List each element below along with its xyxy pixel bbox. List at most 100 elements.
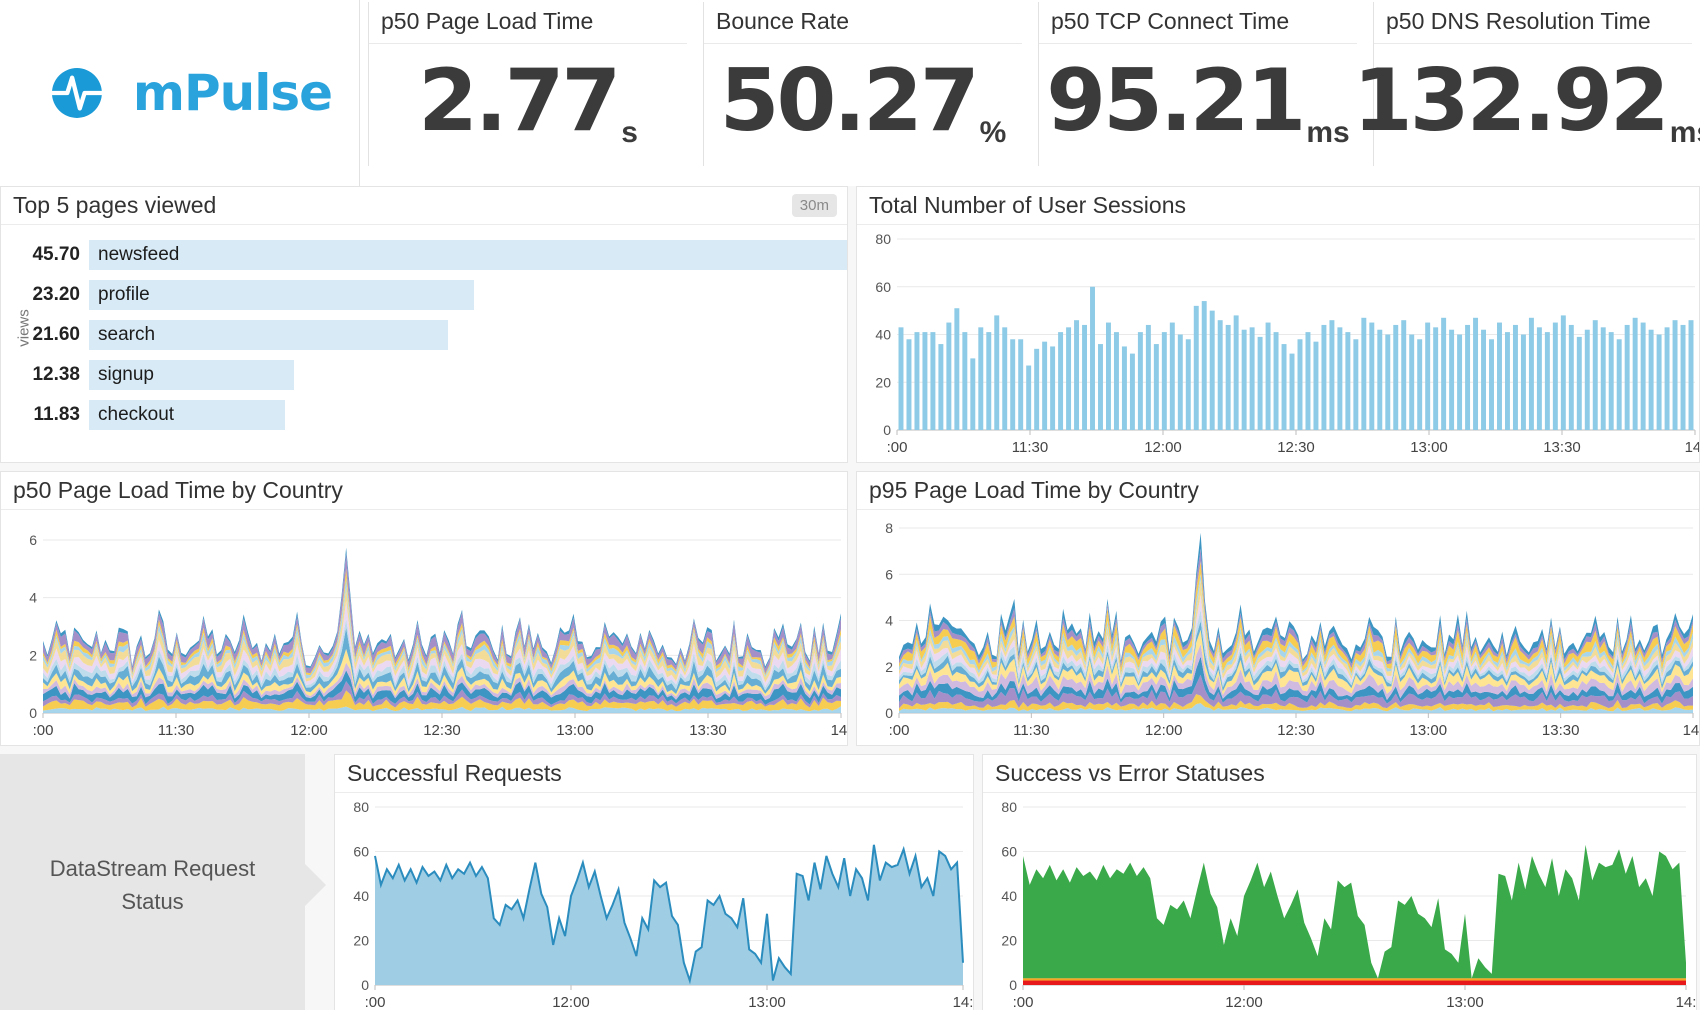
bar-value: 21.60: [32, 324, 80, 345]
time-range-badge[interactable]: 30m: [791, 194, 837, 217]
kpi-value: 2.77: [418, 51, 621, 152]
kpi-body: 132.92 ms: [1353, 44, 1700, 166]
kpi-unit: ms: [1306, 116, 1350, 149]
kpi-title: p50 Page Load Time: [369, 2, 687, 44]
bar-label: checkout: [98, 404, 175, 425]
kpi-unit: s: [621, 116, 638, 149]
panel-datastream-request-status[interactable]: DataStream Request Status: [0, 754, 326, 1010]
kpi-value: 50.27: [719, 51, 980, 152]
brand-name: mPulse: [132, 64, 333, 122]
list-item[interactable]: 11.83 checkout: [1, 395, 847, 435]
svg-text:12:00: 12:00: [1225, 994, 1263, 1010]
panel-title: Success vs Error Statuses: [995, 760, 1265, 786]
bar-track: search: [89, 320, 847, 350]
panel-title: Successful Requests: [347, 760, 562, 786]
chart-svg: 0 20 40 60 80:00 12:00 13:00 14:: [353, 799, 973, 1010]
svg-text:13:00: 13:00: [1446, 994, 1484, 1010]
bar-value: 23.20: [32, 284, 80, 305]
bar-fill: signup: [89, 360, 295, 390]
bar-label: profile: [98, 284, 150, 305]
svg-text::00: :00: [887, 439, 908, 456]
kpi-card-p50-dns-resolution-time[interactable]: p50 DNS Resolution Time 132.92 ms: [1353, 2, 1700, 166]
svg-text:20: 20: [353, 933, 369, 949]
svg-text:20: 20: [875, 374, 891, 390]
svg-text:60: 60: [1001, 844, 1017, 860]
svg-text:13:30: 13:30: [1542, 722, 1580, 739]
svg-text:12:30: 12:30: [423, 722, 461, 739]
kpi-body: 95.21 ms: [1039, 44, 1357, 166]
success-vs-error-area-chart: 0 20 40 60 80:00 12:00 13:00 14:: [983, 793, 1696, 1010]
bar-track: profile: [89, 280, 847, 310]
svg-text:14:: 14:: [831, 722, 848, 739]
datastream-label-line1: DataStream Request: [49, 856, 256, 881]
panel-header: Success vs Error Statuses: [983, 755, 1696, 793]
svg-text:40: 40: [353, 888, 369, 904]
panel-p50-page-load-by-country[interactable]: p50 Page Load Time by Country 0 2 4 6:00 11:…: [0, 471, 848, 746]
chart-svg: 0 20 40 60 80:00 11:30 12:00 12:30 13:00 13:30 14:: [875, 231, 1700, 456]
panel-total-user-sessions[interactable]: Total Number of User Sessions 0 20 40 60 80:…: [855, 186, 1700, 463]
svg-text:60: 60: [353, 844, 369, 860]
svg-text:0: 0: [1009, 977, 1017, 993]
svg-text:2: 2: [29, 647, 37, 663]
list-item[interactable]: 45.70 newsfeed: [1, 235, 847, 275]
kpi-card-p50-page-load-time[interactable]: p50 Page Load Time 2.77 s: [368, 2, 687, 166]
panel-header: Top 5 pages viewed 30m: [1, 187, 847, 225]
brand-logo[interactable]: mPulse: [0, 0, 360, 186]
list-item[interactable]: 23.20 profile: [1, 275, 847, 315]
svg-text:2: 2: [885, 659, 893, 675]
kpi-title: Bounce Rate: [704, 2, 1022, 44]
panel-success-vs-error-statuses[interactable]: Success vs Error Statuses 0 20 40 60 80:00 12…: [982, 754, 1697, 1010]
panel-top-5-pages-viewed[interactable]: Top 5 pages viewed 30m views 45.70 newsf…: [0, 186, 848, 463]
svg-text:0: 0: [361, 977, 369, 993]
svg-text:11:30: 11:30: [1012, 439, 1048, 456]
y-axis-label: views: [15, 309, 33, 347]
svg-text:8: 8: [885, 520, 893, 536]
svg-text:0: 0: [29, 705, 37, 721]
svg-text:14:: 14:: [1685, 439, 1700, 456]
svg-text:11:30: 11:30: [158, 722, 194, 739]
bar-label: newsfeed: [98, 244, 180, 265]
svg-text:12:00: 12:00: [1144, 439, 1182, 456]
panel-title: Top 5 pages viewed: [13, 192, 217, 218]
svg-text::00: :00: [365, 994, 386, 1010]
list-item[interactable]: 21.60 search: [1, 315, 847, 355]
svg-text:11:30: 11:30: [1013, 722, 1049, 739]
kpi-card-p50-tcp-connect-time[interactable]: p50 TCP Connect Time 95.21 ms: [1038, 2, 1357, 166]
svg-text::00: :00: [33, 722, 54, 739]
panel-p95-page-load-by-country[interactable]: p95 Page Load Time by Country 0 2 4 6 8:00 11…: [855, 471, 1700, 746]
panel-header: p95 Page Load Time by Country: [856, 472, 1699, 510]
svg-text:13:30: 13:30: [689, 722, 727, 739]
p50-country-area-chart: 0 2 4 6:00 11:30 12:00 12:30 13:00 13:30 14:: [1, 510, 847, 743]
kpi-unit: %: [979, 116, 1007, 149]
svg-text:60: 60: [875, 279, 891, 295]
svg-text::00: :00: [889, 722, 910, 739]
dashboard-row-4: DataStream Request Status Successful Req…: [0, 754, 1700, 1010]
successful-requests-area-chart: 0 20 40 60 80:00 12:00 13:00 14:: [335, 793, 973, 1010]
svg-text:12:00: 12:00: [290, 722, 328, 739]
svg-text::00: :00: [1013, 994, 1034, 1010]
svg-text:6: 6: [29, 532, 37, 548]
bar-value: 45.70: [32, 244, 80, 265]
kpi-body: 50.27 %: [704, 44, 1022, 166]
panel-successful-requests[interactable]: Successful Requests 0 20 40 60 80:00 12:00 13:…: [334, 754, 974, 1010]
kpi-body: 2.77 s: [369, 44, 687, 166]
chart-svg: 0 20 40 60 80:00 12:00 13:00 14:: [1001, 799, 1696, 1010]
panel-header: Successful Requests: [335, 755, 973, 793]
user-sessions-bar-chart: 0 20 40 60 80:00 11:30 12:00 12:30 13:00 13:30 14:: [857, 225, 1699, 460]
panel-title: Total Number of User Sessions: [868, 192, 1186, 218]
panel-header: Total Number of User Sessions: [856, 187, 1699, 225]
list-item[interactable]: 12.38 signup: [1, 355, 847, 395]
svg-text:12:00: 12:00: [552, 994, 590, 1010]
bar-value: 11.83: [33, 404, 81, 425]
kpi-card-bounce-rate[interactable]: Bounce Rate 50.27 %: [703, 2, 1022, 166]
kpi-title: p50 TCP Connect Time: [1039, 2, 1357, 44]
svg-text:80: 80: [1001, 799, 1017, 815]
bar-fill: search: [89, 320, 448, 350]
svg-text:12:30: 12:30: [1277, 722, 1315, 739]
datastream-label-line2: Status: [121, 889, 184, 914]
bar-track: signup: [89, 360, 847, 390]
p95-country-area-chart: 0 2 4 6 8:00 11:30 12:00 12:30 13:00 13:30 14:: [857, 510, 1699, 743]
bar-fill: newsfeed: [89, 240, 847, 270]
bar-track: newsfeed: [89, 240, 847, 270]
